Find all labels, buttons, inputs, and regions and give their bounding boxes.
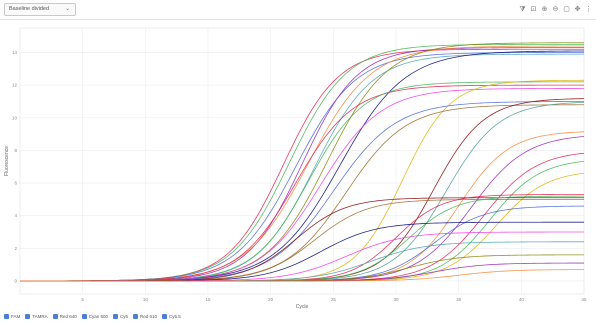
x-tick-label: 15 [205,297,211,302]
checkbox-checked-icon[interactable] [162,313,167,319]
x-tick-label: 45 [581,297,587,302]
amplification-chart[interactable]: 0 2 4 6 8 10 12 14 5 10 15 20 25 30 35 40 45 Fluorescen… [0,20,596,310]
series-line-6[interactable] [20,42,585,282]
y-tick-label: 2 [14,246,17,251]
chart-series [20,42,585,282]
view-mode-value: Baseline divided [9,6,50,12]
legend-label: Cy5.5 [169,313,181,319]
view-mode-select[interactable]: Baseline divided ⌄ [4,3,76,16]
y-axis-title: Fluorescence [4,146,10,176]
series-line-31[interactable] [20,269,585,282]
y-tick-label: 6 [14,181,17,186]
legend-label: Red 640 [59,313,77,319]
legend-item[interactable]: Cyan 500 [81,313,108,319]
y-tick-label: 12 [12,83,18,88]
series-line-2[interactable] [20,52,585,282]
series-line-29[interactable] [20,254,584,282]
series-line-27[interactable] [20,231,584,282]
checkbox-checked-icon[interactable] [132,313,138,319]
legend-item[interactable]: TAMRA [25,313,48,319]
x-tick-label: 5 [81,297,84,302]
series-line-14[interactable] [20,98,585,282]
x-tick-label: 25 [331,297,337,302]
series-line-19[interactable] [20,160,585,282]
crop-icon[interactable]: ⊡ [530,6,537,13]
series-line-22[interactable] [20,198,584,282]
legend-label: Red 610 [139,313,157,319]
x-tick-label: 40 [519,297,525,302]
legend-label: Cy5 [119,313,128,319]
series-line-20[interactable] [20,172,585,282]
legend-label: Cyan 500 [88,313,108,319]
y-tick-label: 8 [14,148,17,153]
legend-label: FAM [11,313,21,319]
more-icon[interactable]: ⋮ [585,6,592,13]
legend-item[interactable]: FAM [4,313,21,319]
y-tick-label: 10 [12,115,18,120]
fit-icon[interactable]: ▢ [563,6,570,13]
legend-item[interactable]: Cy5 [112,313,128,319]
chevron-down-icon: ⌄ [64,6,70,12]
legend-item[interactable]: Red 610 [132,313,157,319]
checkbox-checked-icon[interactable] [112,313,118,319]
x-tick-label: 35 [456,297,462,302]
series-line-21[interactable] [20,197,584,282]
series-line-25[interactable] [20,205,585,282]
legend-label: TAMRA [32,313,48,319]
checkbox-checked-icon[interactable] [25,313,31,319]
chart-toolbar: Baseline divided ⌄ ⧩ ⊡ ⊕ ⊖ ▢ ✥ ⋮ [0,0,596,20]
series-line-10[interactable] [20,88,584,282]
y-tick-label: 4 [14,213,17,218]
chart-tools: ⧩ ⊡ ⊕ ⊖ ▢ ✥ ⋮ [519,4,592,15]
x-axis-ticks: 5 10 15 20 25 30 35 40 45 [81,297,587,302]
x-axis-title: Cycle [296,304,309,310]
x-tick-label: 20 [268,297,274,302]
series-line-1[interactable] [20,43,584,282]
plot-frame [19,27,585,295]
legend-item[interactable]: Cy5.5 [162,313,181,319]
zoom-out-icon[interactable]: ⊖ [552,6,559,13]
legend-item[interactable]: Red 640 [52,313,77,319]
zoom-in-icon[interactable]: ⊕ [541,6,548,13]
chart-grid [19,27,585,295]
checkbox-checked-icon[interactable] [81,313,87,319]
y-axis-ticks: 0 2 4 6 8 10 12 14 [12,50,18,283]
x-tick-label: 30 [393,297,399,302]
pan-icon[interactable]: ✥ [574,6,581,13]
y-tick-label: 0 [14,278,17,283]
checkbox-checked-icon[interactable] [52,313,58,319]
series-line-23[interactable] [20,194,585,282]
series-line-5[interactable] [20,53,584,282]
chart-legend: FAM TAMRA Red 640 Cyan 500 Cy5 Red 610 Cy5.5 [4,312,181,320]
filter-icon[interactable]: ⧩ [519,6,526,13]
series-line-3[interactable] [20,47,584,282]
y-tick-label: 14 [12,50,18,55]
x-tick-label: 10 [143,297,149,302]
series-line-9[interactable] [20,81,584,282]
checkbox-checked-icon[interactable] [4,313,9,319]
